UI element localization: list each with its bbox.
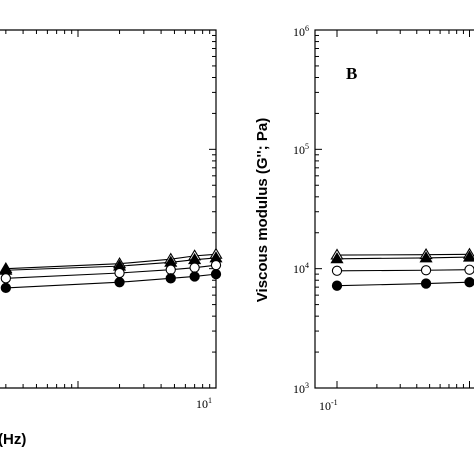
data-point-circle-filled bbox=[114, 277, 125, 288]
data-point-triangle-filled bbox=[330, 252, 344, 264]
series-line-circle-filled bbox=[5, 273, 217, 289]
data-point-circle-open bbox=[464, 264, 474, 275]
data-point-circle-filled bbox=[189, 271, 200, 282]
data-point-triangle-filled bbox=[419, 251, 433, 263]
panel-a-x-tick-base: 10 bbox=[196, 397, 208, 411]
panel-b-y-tick-label-1e3: 103 bbox=[293, 381, 309, 396]
panel-b-y-tick-label-1e4: 104 bbox=[293, 261, 309, 276]
panel-b-x-tick-label: 10-1 bbox=[319, 398, 338, 413]
panel-a-ticks bbox=[5, 29, 217, 389]
panel-b-y-tick-label-1e6: 106 bbox=[293, 24, 309, 39]
data-point-circle-filled bbox=[331, 280, 343, 291]
data-point-circle-open bbox=[165, 264, 176, 275]
data-point-triangle-filled bbox=[462, 250, 474, 262]
panel-a-plot-area bbox=[0, 247, 223, 294]
series-line-triangle-filled bbox=[336, 256, 470, 260]
panel-a-x-tick-label: 101 bbox=[196, 396, 212, 411]
y-tick-exp: 5 bbox=[305, 142, 309, 151]
panel-a-axes-frame bbox=[0, 29, 217, 389]
data-point-circle-open bbox=[210, 260, 222, 271]
series-line-triangle-open bbox=[336, 253, 470, 256]
panel-b-title: B bbox=[346, 64, 357, 83]
data-point-circle-filled bbox=[464, 277, 474, 288]
y-tick-exp: 6 bbox=[305, 24, 309, 33]
panel-a-x-tick-exp: 1 bbox=[208, 396, 212, 405]
panel-b-ticks bbox=[315, 29, 470, 389]
data-point-circle-open bbox=[420, 265, 432, 276]
data-point-circle-open bbox=[189, 262, 200, 273]
panel-b-y-tick-label-1e5: 105 bbox=[293, 142, 309, 157]
y-tick-exp: 4 bbox=[305, 261, 309, 270]
data-point-circle-filled bbox=[165, 273, 176, 284]
series-line-circle-filled bbox=[336, 281, 470, 287]
data-point-circle-open bbox=[0, 273, 11, 284]
x-tick-exp: -1 bbox=[331, 398, 338, 407]
x-tick-base: 10 bbox=[319, 399, 331, 413]
data-point-circle-open bbox=[114, 267, 125, 279]
data-point-circle-filled bbox=[420, 278, 432, 289]
data-point-circle-filled bbox=[210, 268, 222, 280]
panel-a-x-axis-label-fragment: (Hz) bbox=[0, 431, 26, 448]
panel-b: B Viscous modulus (G''; Pa) 106 105 104 … bbox=[254, 24, 474, 413]
panel-b-axes-frame bbox=[314, 29, 474, 389]
panel-b-y-axis-label: Viscous modulus (G''; Pa) bbox=[254, 118, 271, 302]
y-tick-base: 10 bbox=[293, 382, 305, 396]
y-tick-base: 10 bbox=[293, 25, 305, 39]
data-point-circle-open bbox=[331, 265, 343, 276]
y-tick-base: 10 bbox=[293, 143, 305, 157]
y-tick-base: 10 bbox=[293, 262, 305, 276]
series-line-circle-open bbox=[336, 269, 470, 272]
y-tick-exp: 3 bbox=[305, 381, 309, 390]
data-point-circle-filled bbox=[0, 282, 11, 294]
panel-b-plot-area bbox=[330, 247, 474, 291]
panel-a: 101 (Hz) bbox=[0, 29, 223, 448]
